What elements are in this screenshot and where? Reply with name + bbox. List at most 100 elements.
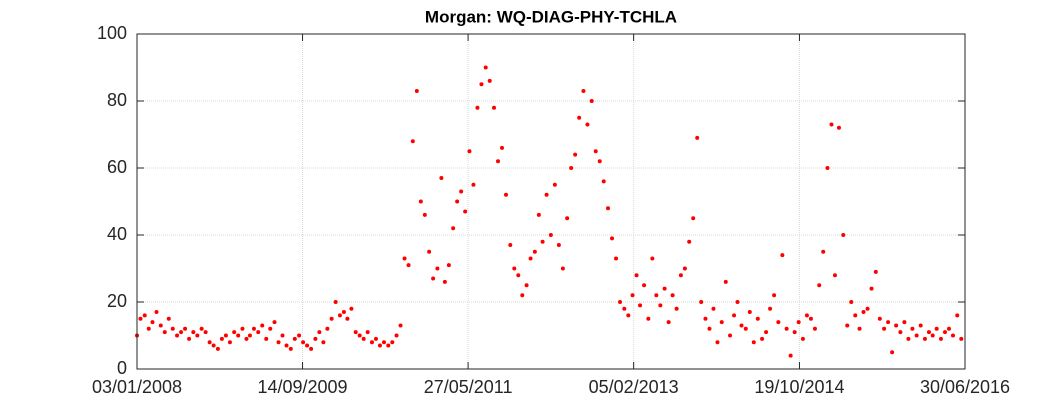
data-point	[207, 340, 212, 345]
data-point	[849, 300, 854, 304]
y-tick-label: 60	[107, 157, 127, 177]
data-point	[946, 326, 951, 331]
data-point	[377, 343, 382, 348]
data-point	[626, 313, 631, 318]
data-point	[138, 316, 143, 321]
data-point	[435, 266, 440, 271]
data-point	[166, 316, 171, 321]
data-point	[406, 263, 411, 268]
data-point	[313, 336, 318, 341]
data-point	[890, 350, 895, 355]
data-point	[808, 316, 813, 321]
data-point	[552, 182, 557, 187]
data-point	[528, 256, 533, 261]
data-point	[309, 346, 314, 351]
data-point	[345, 316, 350, 321]
data-point	[873, 269, 878, 274]
data-point	[357, 333, 362, 338]
data-point	[589, 99, 594, 103]
data-point	[642, 283, 647, 288]
data-point	[487, 78, 492, 83]
data-point	[674, 306, 679, 311]
data-point	[227, 340, 232, 345]
data-point	[394, 333, 399, 338]
data-point	[272, 320, 277, 325]
data-point	[170, 326, 175, 331]
data-point	[223, 333, 228, 338]
data-point	[784, 326, 789, 331]
data-point	[471, 182, 476, 187]
data-point	[158, 323, 163, 328]
data-point	[800, 336, 805, 341]
data-point	[934, 326, 939, 331]
data-point	[264, 336, 269, 341]
y-tick-label: 20	[107, 291, 127, 311]
data-point	[280, 333, 285, 338]
data-point	[857, 326, 862, 331]
data-point	[658, 303, 663, 308]
data-point	[240, 326, 245, 331]
data-point	[723, 279, 728, 284]
x-tick-label: 27/05/2011	[424, 377, 513, 397]
data-point	[829, 122, 834, 127]
data-point	[483, 65, 488, 70]
data-point	[836, 125, 841, 130]
data-point	[719, 320, 724, 325]
data-point	[764, 330, 769, 335]
data-point	[381, 340, 386, 345]
data-point	[191, 330, 196, 335]
data-point	[601, 179, 606, 184]
data-point	[788, 353, 793, 358]
data-point	[199, 326, 204, 331]
data-point	[556, 243, 561, 248]
data-point	[832, 273, 837, 278]
data-point	[877, 316, 882, 321]
data-point	[297, 333, 302, 338]
data-point	[431, 276, 436, 281]
data-point	[760, 336, 765, 341]
data-point	[276, 340, 281, 345]
data-point	[175, 333, 180, 338]
data-point	[707, 326, 712, 331]
data-point	[950, 333, 955, 338]
data-point	[475, 105, 480, 110]
data-point	[780, 253, 785, 258]
data-point	[735, 300, 740, 304]
data-point	[508, 243, 513, 248]
data-point	[606, 206, 611, 211]
data-point	[500, 145, 505, 150]
data-point	[495, 159, 500, 164]
data-point	[532, 249, 537, 254]
data-point	[634, 273, 639, 278]
x-tick-label: 30/06/2016	[920, 377, 1010, 397]
x-tick-label: 14/09/2009	[257, 377, 347, 397]
data-point	[439, 176, 444, 181]
data-point	[650, 256, 655, 261]
data-point	[410, 139, 415, 144]
data-point	[211, 343, 216, 348]
data-point	[768, 306, 773, 311]
data-point	[914, 333, 919, 338]
data-point	[349, 306, 354, 311]
data-point	[260, 323, 265, 328]
data-point	[959, 336, 964, 341]
data-point	[687, 239, 692, 244]
data-point	[512, 266, 517, 271]
data-point	[902, 320, 907, 325]
y-tick-label: 80	[107, 90, 127, 110]
data-point	[427, 249, 432, 254]
data-point	[446, 263, 451, 268]
data-point	[938, 336, 943, 341]
data-point	[755, 316, 760, 321]
data-point	[732, 313, 737, 318]
plot-area	[137, 34, 965, 369]
data-point	[926, 330, 931, 335]
data-point	[910, 326, 915, 331]
data-point	[569, 166, 574, 170]
data-point	[886, 320, 891, 325]
points	[135, 65, 964, 358]
y-tick-label: 100	[97, 23, 127, 43]
data-point	[520, 293, 525, 298]
data-point	[751, 340, 756, 345]
data-point	[292, 336, 297, 341]
